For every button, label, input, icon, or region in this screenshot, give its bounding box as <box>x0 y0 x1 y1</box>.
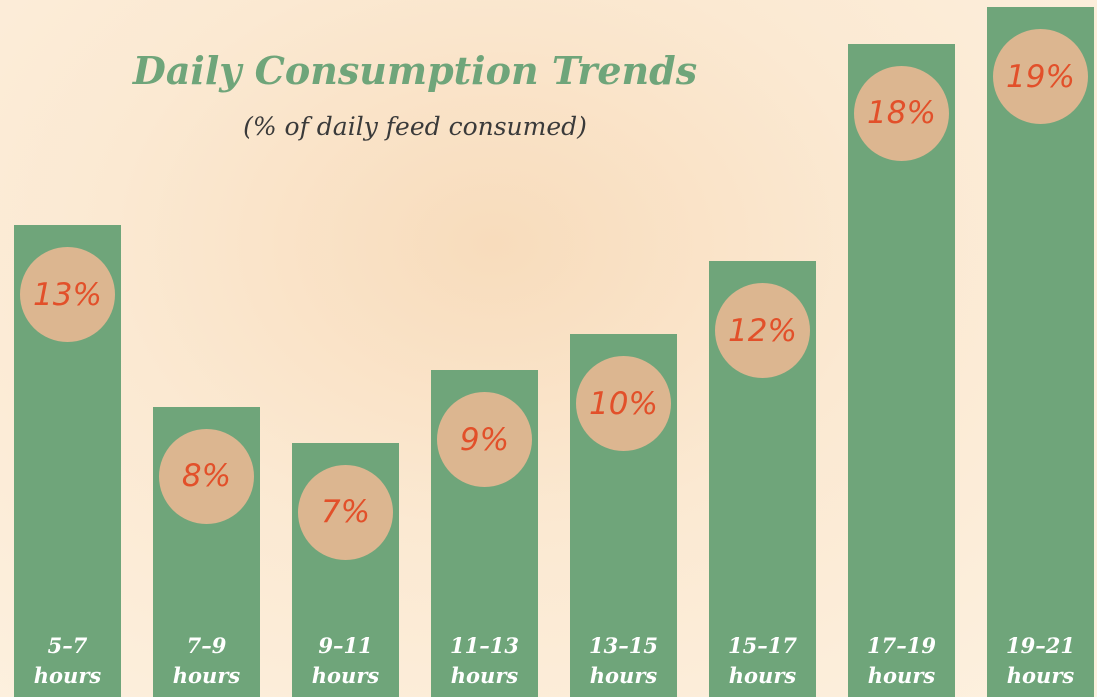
chart-subtitle: (% of daily feed consumed) <box>243 112 587 141</box>
data-label: 19% <box>993 29 1088 125</box>
bar: 9% <box>431 370 538 697</box>
data-label: 10% <box>576 356 671 451</box>
data-label: 13% <box>20 247 115 343</box>
x-tick-label: 9–11 hours <box>311 633 380 688</box>
data-label: 18% <box>854 65 949 161</box>
x-tick-label: 13–15 hours <box>589 633 658 688</box>
x-tick-label: 17–19 hours <box>867 633 936 688</box>
data-label: 7% <box>298 464 393 560</box>
bar: 13% <box>14 225 121 697</box>
data-label: 9% <box>437 392 532 488</box>
bar: 10% <box>570 334 677 697</box>
data-label: 8% <box>159 428 254 524</box>
chart-title: Daily Consumption Trends <box>132 48 698 93</box>
data-label: 12% <box>715 283 810 379</box>
x-tick-label: 7–9 hours <box>172 633 241 688</box>
bar: 19% <box>987 7 1094 697</box>
x-tick-label: 19–21 hours <box>1006 633 1075 688</box>
bar: 8% <box>153 406 260 697</box>
bar: 18% <box>848 43 955 697</box>
x-tick-label: 15–17 hours <box>728 633 797 688</box>
x-tick-label: 5–7 hours <box>33 633 102 688</box>
x-tick-label: 11–13 hours <box>450 633 519 688</box>
bar: 12% <box>709 261 816 697</box>
bar: 7% <box>292 442 399 697</box>
